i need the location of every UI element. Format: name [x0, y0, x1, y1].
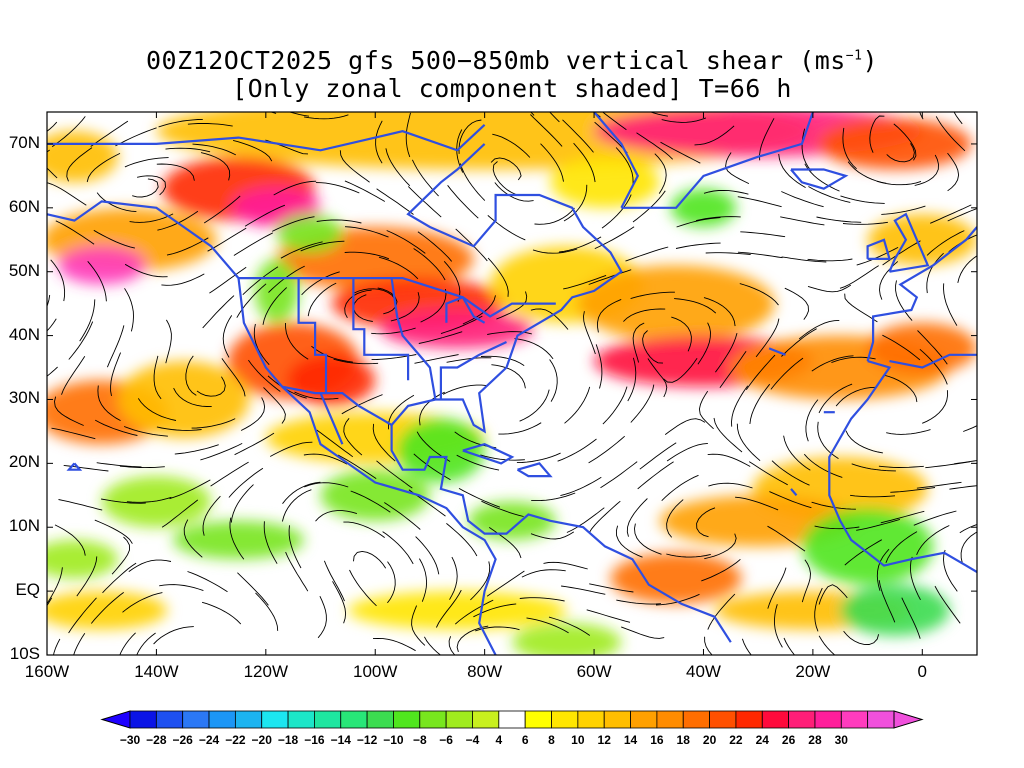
colorbar-swatch	[814, 710, 842, 729]
colorbar-swatch	[287, 710, 315, 729]
lat-label: 60N	[8, 196, 40, 216]
colorbar-swatch	[709, 710, 737, 729]
lat-label: 10S	[9, 644, 40, 663]
colorbar-label: −16	[304, 733, 325, 747]
colorbar-label: 22	[729, 733, 743, 747]
lon-label: 140W	[134, 662, 179, 681]
coastlines	[47, 112, 977, 655]
colorbar-swatch	[603, 710, 631, 729]
colorbar-swatch	[445, 710, 473, 729]
colorbar-swatch	[208, 710, 236, 729]
colorbar-label: −18	[277, 733, 299, 747]
colorbar-under-arrow	[100, 710, 131, 729]
lon-label: 0	[917, 662, 928, 681]
colorbar-label: 14	[623, 733, 638, 747]
colorbar-label: 16	[650, 733, 664, 747]
lon-label: 60W	[576, 662, 612, 681]
colorbar-label: 8	[548, 733, 555, 747]
colorbar-swatch	[314, 710, 342, 729]
colorbar-swatch	[630, 710, 658, 729]
lat-label: 70N	[8, 132, 40, 152]
lat-label: 30N	[8, 388, 40, 408]
colorbar-swatch	[234, 710, 263, 729]
colorbar-over-arrow	[893, 710, 924, 729]
colorbar-label: −30	[119, 733, 141, 747]
colorbar-swatch	[393, 710, 421, 729]
colorbar-swatch	[867, 710, 895, 729]
lon-label: 100W	[353, 662, 398, 681]
lat-label: 40N	[8, 324, 40, 344]
colorbar-swatch	[788, 710, 816, 729]
streamlines	[47, 112, 977, 655]
colorbar-swatch	[182, 710, 210, 729]
lon-label: 120W	[243, 662, 289, 681]
chart-title-line1: 00Z12OCT2025 gfs 500−850mb vertical shea…	[145, 46, 879, 75]
colorbar-label: −10	[383, 733, 404, 747]
colorbar-label: −24	[198, 733, 220, 747]
colorbar-label: 10	[571, 733, 585, 747]
colorbar-swatch	[761, 710, 790, 729]
lat-label: 10N	[8, 516, 40, 536]
colorbar-swatch	[682, 710, 710, 729]
lat-label: EQ	[15, 580, 40, 600]
colorbar-label: 4	[495, 733, 503, 747]
colorbar-swatch	[261, 710, 289, 729]
colorbar-swatch	[340, 710, 368, 729]
colorbar-label: −20	[251, 733, 272, 747]
colorbar-swatch	[472, 710, 500, 729]
colorbar-label: −26	[172, 733, 193, 747]
colorbar-label: −8	[412, 733, 427, 747]
lat-label: 50N	[8, 260, 40, 280]
colorbar-label: 6	[521, 733, 529, 747]
colorbar-swatch	[577, 710, 605, 729]
colorbar-label: −6	[439, 733, 453, 747]
colorbar-swatch	[735, 710, 763, 729]
lon-label: 40W	[685, 662, 721, 681]
chart-title-line2: [Only zonal component shaded] T=66 h	[232, 74, 792, 103]
colorbar-label: 26	[781, 733, 796, 747]
colorbar-label: −22	[225, 733, 246, 747]
colorbar-label: 24	[755, 733, 769, 747]
colorbar-label: 18	[676, 733, 690, 747]
colorbar-label: −12	[356, 733, 378, 747]
lat-label: 20N	[8, 452, 40, 472]
colorbar-label: 12	[597, 733, 611, 747]
colorbar-label: −14	[330, 733, 351, 747]
colorbar-label: −28	[146, 733, 167, 747]
map-frame	[46, 111, 978, 656]
colorbar-swatch	[498, 710, 526, 729]
colorbar-label: 30	[834, 733, 848, 747]
colorbar-swatch	[419, 710, 447, 729]
lon-label: 80W	[467, 662, 503, 681]
colorbar-swatch	[524, 710, 552, 729]
colorbar-label: −4	[465, 733, 480, 747]
colorbar-swatch	[129, 710, 157, 729]
lon-label: 20W	[795, 662, 831, 681]
colorbar-swatch	[656, 710, 684, 729]
colorbar-label: 20	[702, 733, 717, 747]
colorbar-swatch	[840, 710, 869, 729]
lon-label: 160W	[24, 662, 70, 681]
colorbar-swatch	[551, 710, 579, 729]
colorbar-label: 28	[808, 733, 822, 747]
colorbar-swatch	[155, 710, 184, 729]
colorbar-swatch	[366, 710, 394, 729]
